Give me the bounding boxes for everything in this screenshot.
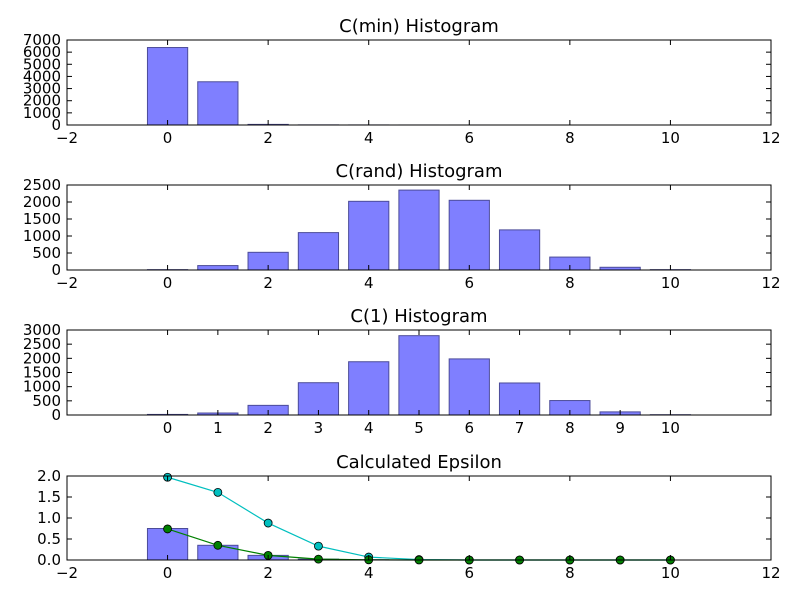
chart-title: C(rand) Histogram xyxy=(336,161,503,182)
y-tick-label: 0 xyxy=(51,116,61,134)
y-tick-label: 0.5 xyxy=(37,530,61,548)
x-tick-label: 9 xyxy=(615,419,625,437)
series-point xyxy=(314,554,323,564)
chart-title: Calculated Epsilon xyxy=(336,452,502,473)
x-tick-label: 6 xyxy=(465,564,475,582)
series-point xyxy=(213,540,223,550)
y-tick-label: 2000 xyxy=(23,92,61,110)
histogram-bar xyxy=(498,382,541,416)
x-tick-label: 4 xyxy=(364,274,374,292)
x-tick-label: 10 xyxy=(661,419,680,437)
x-tick-label: 0 xyxy=(163,274,173,292)
x-tick-label: 12 xyxy=(761,564,780,582)
x-tick-label: 4 xyxy=(364,564,374,582)
x-tick-label: 4 xyxy=(364,419,374,437)
histogram-bar xyxy=(448,199,490,271)
x-tick-label: 0 xyxy=(163,419,173,437)
y-tick-label: 1000 xyxy=(23,227,61,245)
x-tick-label: 6 xyxy=(465,129,475,147)
histogram-bar xyxy=(448,358,490,416)
chart-title: C(min) Histogram xyxy=(339,16,499,37)
x-tick-label: −2 xyxy=(56,274,78,292)
y-tick-label: 2500 xyxy=(23,335,61,353)
x-tick-label: 10 xyxy=(661,274,680,292)
x-tick-label: 4 xyxy=(364,129,374,147)
histogram-bar xyxy=(348,200,390,271)
chart-title: C(1) Histogram xyxy=(350,306,487,327)
y-tick-label: 1500 xyxy=(23,210,61,228)
y-tick-label: 2000 xyxy=(23,349,61,367)
x-tick-label: 12 xyxy=(761,274,780,292)
y-tick-label: 3000 xyxy=(23,80,61,98)
y-tick-label: 1.0 xyxy=(37,509,61,527)
x-tick-label: 3 xyxy=(314,419,324,437)
x-tick-label: 8 xyxy=(565,274,575,292)
histogram-bar xyxy=(498,229,541,271)
y-tick-label: 2500 xyxy=(23,176,61,194)
axes-frame xyxy=(66,184,772,271)
x-tick-label: 2 xyxy=(263,129,273,147)
x-tick-label: 6 xyxy=(465,274,475,292)
y-tick-label: 0 xyxy=(51,406,61,424)
histogram-bar xyxy=(348,361,390,416)
x-tick-label: 0 xyxy=(163,564,173,582)
y-tick-label: 0.0 xyxy=(37,551,61,569)
series-point xyxy=(314,541,323,551)
x-tick-label: −2 xyxy=(56,564,78,582)
x-tick-label: 2 xyxy=(263,564,273,582)
histogram-bar xyxy=(197,81,239,126)
series-point xyxy=(263,518,273,528)
x-tick-label: 5 xyxy=(414,419,424,437)
y-tick-label: 2.0 xyxy=(37,467,61,485)
y-tick-label: 1000 xyxy=(23,104,61,122)
x-tick-label: 2 xyxy=(263,419,273,437)
series-point xyxy=(163,524,172,534)
y-tick-label: 4000 xyxy=(23,67,61,85)
histogram-bar xyxy=(146,47,189,126)
x-tick-label: 6 xyxy=(465,419,475,437)
y-tick-label: 500 xyxy=(32,392,61,410)
y-tick-label: 1000 xyxy=(23,378,61,396)
histogram-bar xyxy=(398,189,440,271)
histogram-bar xyxy=(297,382,340,416)
x-tick-label: 8 xyxy=(565,419,575,437)
x-tick-label: 0 xyxy=(163,129,173,147)
x-tick-label: 1 xyxy=(213,419,223,437)
y-tick-label: 3000 xyxy=(23,321,61,339)
histogram-bar xyxy=(398,335,440,416)
x-tick-label: 10 xyxy=(661,564,680,582)
y-tick-label: 500 xyxy=(32,244,61,262)
x-tick-label: 7 xyxy=(515,419,525,437)
series-point xyxy=(213,487,223,497)
y-tick-label: 6000 xyxy=(23,43,61,61)
x-tick-label: 2 xyxy=(263,274,273,292)
y-tick-label: 2000 xyxy=(23,193,61,211)
axes-frame xyxy=(66,39,772,126)
x-tick-label: 10 xyxy=(661,129,680,147)
histogram-bar xyxy=(297,232,340,271)
y-tick-label: 5000 xyxy=(23,55,61,73)
x-tick-label: 8 xyxy=(565,564,575,582)
y-tick-label: 1.5 xyxy=(37,488,61,506)
x-tick-label: 8 xyxy=(565,129,575,147)
y-tick-label: 1500 xyxy=(23,364,61,382)
y-tick-label: 0 xyxy=(51,261,61,279)
x-tick-label: 12 xyxy=(761,129,780,147)
y-tick-label: 7000 xyxy=(23,31,61,49)
histogram-bar xyxy=(197,265,239,271)
x-tick-label: −2 xyxy=(56,129,78,147)
